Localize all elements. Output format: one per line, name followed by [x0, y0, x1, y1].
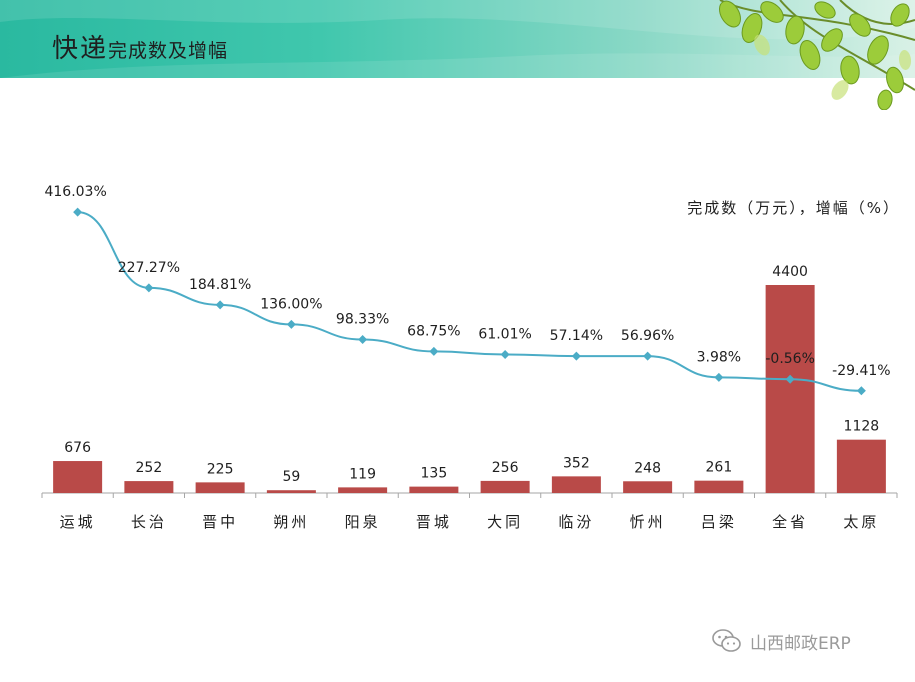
- growth-point-运城: [73, 207, 83, 217]
- growth-point-大同: [500, 350, 510, 360]
- growth-label: -0.56%: [765, 351, 815, 367]
- growth-label: 68.75%: [407, 323, 460, 339]
- bar-太原: [836, 439, 886, 493]
- category-label: 晋城: [416, 513, 452, 531]
- category-label: 朔州: [273, 513, 309, 531]
- growth-point-阳泉: [358, 335, 368, 345]
- title-sub: 完成数及增幅: [108, 40, 229, 62]
- bar-label: 225: [207, 461, 234, 477]
- category-label: 吕梁: [701, 513, 737, 531]
- chart-unit-label: 完成数（万元），增幅（%）: [687, 199, 900, 217]
- category-label: 临汾: [558, 513, 594, 531]
- bar-大同: [480, 480, 530, 493]
- category-label: 晋中: [202, 513, 238, 531]
- growth-label: 56.96%: [621, 328, 674, 344]
- category-label: 运城: [60, 513, 96, 531]
- line-labels: 416.03% 227.27% 184.81% 136.00% 98.33% 68.75%…: [44, 184, 890, 379]
- bar-label: 135: [421, 466, 448, 482]
- bar-labels: 676 252 225 59 119 135 256 352 248 261 4400 1128: [64, 264, 879, 485]
- growth-point-临汾: [571, 351, 581, 361]
- bar-label: 1128: [844, 419, 880, 435]
- growth-label: 98.33%: [336, 312, 389, 328]
- growth-point-晋中: [215, 300, 225, 310]
- category-label: 全省: [772, 513, 808, 531]
- growth-point-朔州: [286, 319, 296, 329]
- category-label: 阳泉: [345, 513, 381, 531]
- bar-label: 252: [136, 460, 163, 476]
- growth-point-忻州: [643, 351, 653, 361]
- growth-point-长治: [144, 283, 154, 293]
- growth-point-吕梁: [714, 372, 724, 382]
- category-label: 长治: [131, 513, 167, 531]
- category-labels: 运城 长治 晋中 朔州 阳泉 晋城 大同 临汾 忻州 吕梁 全省 太原: [60, 513, 879, 531]
- bar-临汾: [551, 476, 601, 493]
- bar-全省: [765, 285, 815, 493]
- bar-朔州: [266, 490, 316, 493]
- banner-wave-decoration: [0, 0, 915, 78]
- bar-吕梁: [694, 480, 744, 493]
- growth-label: 184.81%: [189, 277, 251, 293]
- bar-阳泉: [338, 487, 388, 493]
- category-label: 太原: [843, 513, 879, 531]
- growth-label: 227.27%: [118, 260, 180, 276]
- growth-label: 61.01%: [478, 327, 531, 343]
- leaves-decoration-icon: [719, 0, 915, 110]
- line-series: [73, 207, 866, 396]
- watermark: 山西邮政ERP: [712, 628, 851, 654]
- bar-label: 261: [706, 460, 733, 476]
- growth-line: [77, 211, 862, 392]
- growth-label: 416.03%: [44, 184, 106, 200]
- bar-label: 59: [282, 469, 300, 485]
- bar-label: 119: [349, 466, 376, 482]
- growth-label: 3.98%: [697, 349, 741, 365]
- bar-label: 676: [64, 440, 91, 456]
- bar-label: 256: [492, 460, 519, 476]
- growth-point-晋城: [429, 346, 439, 356]
- growth-label: -29.41%: [832, 363, 890, 379]
- growth-point-全省: [785, 374, 795, 384]
- category-label: 忻州: [630, 513, 666, 531]
- bar-晋城: [409, 486, 459, 493]
- growth-label: 57.14%: [550, 328, 603, 344]
- growth-point-太原: [856, 386, 866, 396]
- bar-晋中: [195, 482, 245, 493]
- bar-series: [53, 285, 886, 493]
- bar-忻州: [623, 481, 673, 493]
- x-axis-ticks: [41, 493, 898, 498]
- category-label: 大同: [487, 513, 523, 531]
- bar-label: 352: [563, 455, 590, 471]
- wechat-icon: [712, 629, 741, 652]
- growth-label: 136.00%: [260, 296, 322, 312]
- watermark-text: 山西邮政ERP: [750, 633, 851, 654]
- title-main: 快递: [52, 34, 109, 64]
- bar-运城: [53, 461, 103, 493]
- bar-label: 4400: [772, 264, 808, 280]
- page-title: 快递完成数及增幅: [52, 28, 228, 65]
- bar-label: 248: [634, 460, 661, 476]
- bar-长治: [124, 481, 174, 493]
